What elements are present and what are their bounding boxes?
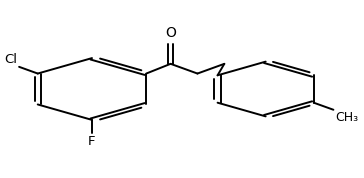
Text: O: O: [165, 26, 176, 40]
Text: CH₃: CH₃: [335, 111, 358, 124]
Text: F: F: [88, 135, 96, 148]
Text: Cl: Cl: [4, 53, 17, 66]
